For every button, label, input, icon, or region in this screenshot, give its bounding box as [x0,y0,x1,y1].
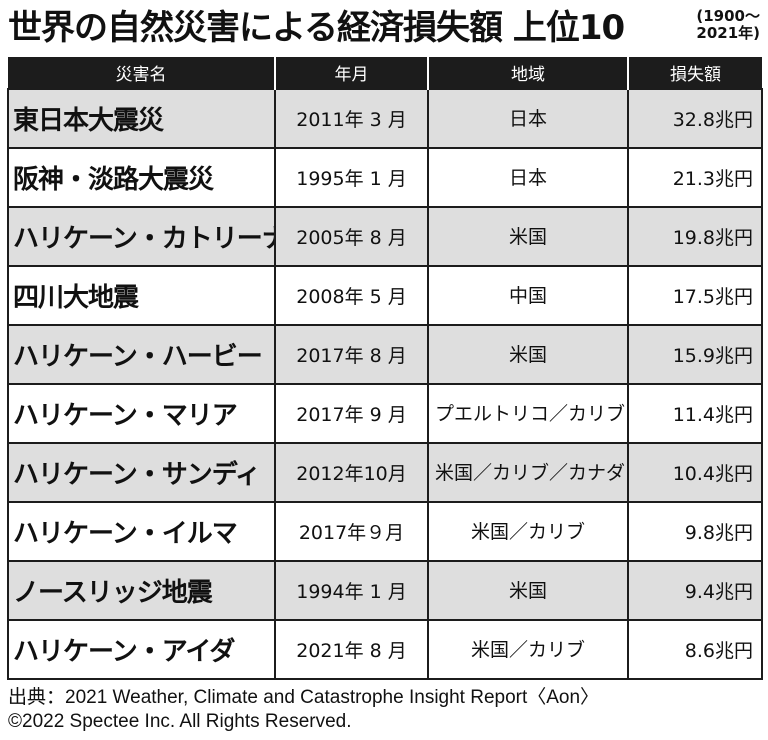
table-row: ノースリッジ地震 1994年 1 月 米国 9.4兆円 [7,560,763,621]
header-disaster-name: 災害名 [8,57,275,89]
disaster-region: 米国 [427,206,629,267]
economic-loss: 32.8兆円 [627,88,763,149]
economic-loss: 9.4兆円 [627,560,763,621]
disaster-name: ハリケーン・カトリーナ [7,206,276,267]
disaster-region: 日本 [427,147,629,208]
disaster-name: ハリケーン・サンディ [7,442,276,503]
disaster-date: 2008年 5 月 [274,265,429,326]
footer: 出典：2021 Weather, Climate and Catastrophe… [8,686,599,734]
disaster-date: 2017年 8 月 [274,324,429,385]
disaster-region: 米国 [427,560,629,621]
economic-loss: 8.6兆円 [627,619,763,680]
page-title: 世界の自然災害による経済損失額 上位10 [8,8,625,48]
disaster-date: 2012年10月 [274,442,429,503]
economic-loss: 10.4兆円 [627,442,763,503]
economic-loss: 15.9兆円 [627,324,763,385]
disaster-region: プエルトリコ／カリブ [427,383,629,444]
disaster-region: 米国／カリブ／カナダ [427,442,629,503]
loss-table: 災害名 年月 地域 損失額 東日本大震災 2011年 3 月 日本 32.8兆円… [7,57,763,680]
header-date: 年月 [274,57,428,89]
disaster-name: ハリケーン・ハービー [7,324,276,385]
table-row: 阪神・淡路大震災 1995年 1 月 日本 21.3兆円 [7,147,763,208]
disaster-name: 東日本大震災 [7,88,276,149]
disaster-region: 日本 [427,88,629,149]
header-region: 地域 [427,57,628,89]
disaster-date: 2021年 8 月 [274,619,429,680]
disaster-region: 中国 [427,265,629,326]
disaster-date: 1994年 1 月 [274,560,429,621]
copyright-note: ©2022 Spectee Inc. All Rights Reserved. [8,711,352,732]
disaster-name: ハリケーン・アイダ [7,619,276,680]
period-line-1: (1900〜 [696,7,760,25]
table-row: ハリケーン・マリア 2017年 9 月 プエルトリコ／カリブ 11.4兆円 [7,383,763,444]
disaster-name: ノースリッジ地震 [7,560,276,621]
disaster-name: 四川大地震 [7,265,276,326]
table-row: ハリケーン・アイダ 2021年 8 月 米国／カリブ 8.6兆円 [7,619,763,680]
period-note: (1900〜 2021年) [696,8,760,42]
economic-loss: 9.8兆円 [627,501,763,562]
disaster-date: 1995年 1 月 [274,147,429,208]
disaster-region: 米国／カリブ [427,619,629,680]
disaster-region: 米国／カリブ [427,501,629,562]
table-row: 東日本大震災 2011年 3 月 日本 32.8兆円 [7,88,763,149]
disaster-name: 阪神・淡路大震災 [7,147,276,208]
disaster-date: 2005年 8 月 [274,206,429,267]
disaster-name: ハリケーン・イルマ [7,501,276,562]
economic-loss: 11.4兆円 [627,383,763,444]
table-row: ハリケーン・サンディ 2012年10月 米国／カリブ／カナダ 10.4兆円 [7,442,763,503]
table-row: ハリケーン・カトリーナ 2005年 8 月 米国 19.8兆円 [7,206,763,267]
disaster-date: 2017年 9 月 [274,383,429,444]
source-note: 出典：2021 Weather, Climate and Catastrophe… [8,687,600,708]
disaster-region: 米国 [427,324,629,385]
period-line-2: 2021年) [696,24,760,42]
table-row: ハリケーン・イルマ 2017年９月 米国／カリブ 9.8兆円 [7,501,763,562]
economic-loss: 19.8兆円 [627,206,763,267]
disaster-date: 2011年 3 月 [274,88,429,149]
table-row: 四川大地震 2008年 5 月 中国 17.5兆円 [7,265,763,326]
economic-loss: 17.5兆円 [627,265,763,326]
disaster-date: 2017年９月 [274,501,429,562]
economic-loss: 21.3兆円 [627,147,763,208]
table-header-row: 災害名 年月 地域 損失額 [8,57,762,89]
table-row: ハリケーン・ハービー 2017年 8 月 米国 15.9兆円 [7,324,763,385]
header-loss: 損失額 [627,57,762,89]
disaster-name: ハリケーン・マリア [7,383,276,444]
title-bar: 世界の自然災害による経済損失額 上位10 (1900〜 2021年) [8,4,760,52]
